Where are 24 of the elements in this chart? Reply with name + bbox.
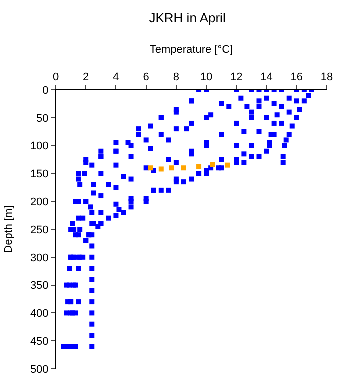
y-tick-label: 150	[30, 168, 49, 181]
y-tick-label: 500	[30, 364, 49, 376]
y-tick-label: 100	[30, 140, 49, 153]
x-tick-label: 8	[173, 72, 180, 84]
x-tick-label: 14	[260, 72, 273, 84]
x-tick-label: 16	[290, 72, 304, 84]
y-tick-label: 50	[36, 112, 49, 125]
y-tick-label: 350	[30, 280, 49, 292]
chart-title: JKRH in April	[149, 10, 226, 26]
x-axis-title: Temperature [°C]	[150, 44, 234, 56]
y-tick-label: 450	[30, 336, 49, 348]
y-axis-title: Depth [m]	[3, 206, 16, 254]
y-tick-label: 200	[30, 196, 49, 208]
x-tick-label: 18	[320, 72, 334, 84]
x-tick-label: 12	[230, 72, 243, 84]
x-tick-label: 10	[200, 72, 213, 84]
x-tick-label: 4	[113, 72, 120, 84]
x-tick-label: 2	[83, 72, 90, 84]
y-tick-label: 300	[30, 252, 49, 264]
y-tick-label: 0	[42, 84, 49, 97]
y-tick-label: 400	[30, 308, 49, 320]
y-tick-label: 250	[30, 224, 49, 236]
x-tick-label: 6	[143, 72, 150, 84]
x-tick-label: 0	[52, 72, 60, 84]
